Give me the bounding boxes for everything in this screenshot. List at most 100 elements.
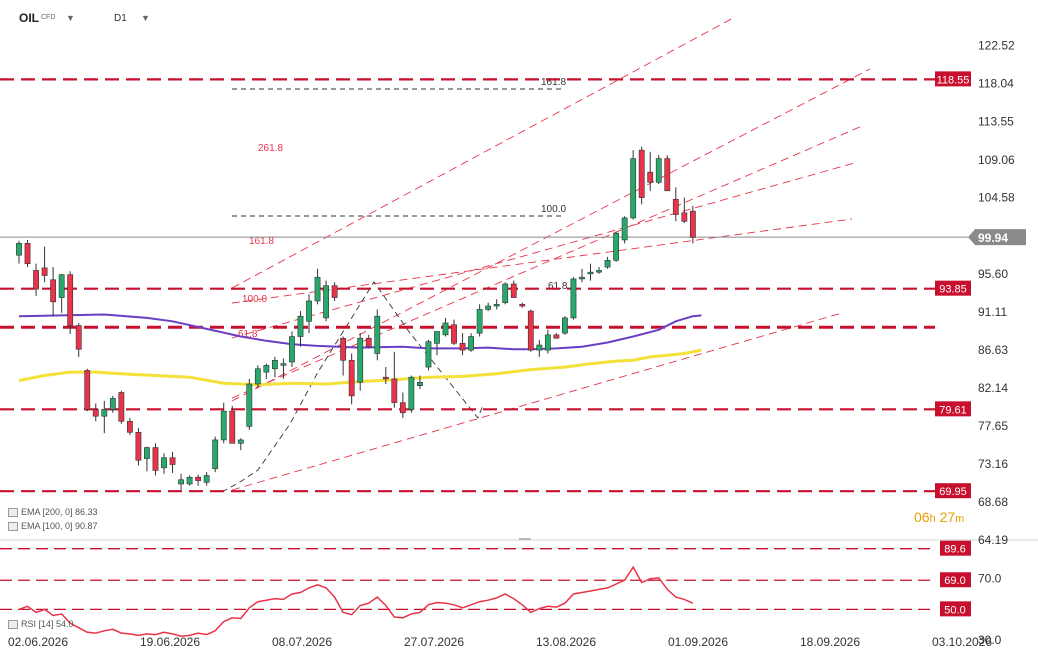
fib-channel-line [231, 16, 736, 289]
timer-hours: 06 [914, 509, 930, 525]
candle-bearish [519, 302, 526, 308]
x-tick-label: 02.06.2026 [8, 635, 68, 649]
fib-channel-line [231, 125, 863, 399]
candle-bullish [544, 329, 551, 354]
candle-body [536, 344, 543, 351]
symbol-label[interactable]: OIL [19, 11, 39, 25]
timer-minutes: 27 [939, 509, 956, 525]
candle-body [689, 210, 696, 238]
candle-bullish [271, 356, 278, 378]
candle-bullish [468, 333, 474, 352]
candle-bullish [178, 473, 184, 490]
candle-body [195, 476, 202, 481]
level-price-tag [935, 401, 971, 417]
y-tick-label: 118.04 [978, 77, 1014, 91]
candle-body [399, 402, 406, 414]
candle-body [527, 310, 534, 351]
candle-body [621, 217, 628, 241]
candle-bearish [451, 319, 457, 346]
rsi-y-tick-label: 70.0 [978, 572, 1002, 586]
candle-body [544, 334, 551, 351]
x-tick-label: 03.10.2026 [932, 635, 992, 649]
candle-bearish [84, 368, 91, 412]
legend-ema100[interactable]: EMA [100, 0] 90.87 [8, 521, 98, 532]
candle-body [135, 431, 142, 461]
settings-icon[interactable] [8, 522, 18, 532]
candle-bearish [331, 282, 338, 301]
candle-bearish [340, 336, 347, 376]
candle-bullish [323, 280, 329, 322]
level-price-tag-label: 118.55 [937, 74, 970, 86]
candle-body [331, 285, 338, 298]
candle-bullish [502, 282, 509, 305]
candle-body [442, 322, 449, 336]
candle-bearish [459, 333, 466, 356]
x-tick-label: 08.07.2026 [272, 635, 332, 649]
candle-bearish [510, 280, 517, 298]
candle-body [647, 171, 654, 183]
candle-bullish [186, 475, 193, 486]
level-price-tag-label: 69.95 [939, 486, 967, 498]
x-tick-label: 27.07.2026 [404, 635, 464, 649]
candle-body [374, 315, 381, 354]
level-price-tag [935, 483, 971, 499]
candle-body [613, 232, 619, 261]
candle-body [220, 410, 227, 441]
level-price-tag [935, 71, 971, 87]
y-tick-label: 104.58 [978, 191, 1015, 205]
candle-bullish [579, 268, 585, 283]
candle-body [476, 309, 483, 334]
timer-minutes-unit: m [955, 513, 965, 525]
fib-label: 61.8 [238, 329, 258, 340]
candle-body [493, 304, 500, 307]
candle-body [41, 267, 48, 276]
candle-bearish [169, 451, 176, 473]
candle-body [417, 382, 423, 386]
candle-body [596, 270, 602, 273]
candle-body [340, 337, 347, 361]
candle-body [459, 343, 466, 351]
candle-bullish [144, 446, 150, 472]
candle-body [314, 276, 321, 302]
candle-bearish [67, 271, 74, 335]
candle-bearish [553, 333, 560, 339]
candle-body [16, 243, 22, 256]
legend-ema200[interactable]: EMA [200, 0] 86.33 [8, 507, 98, 518]
y-tick-label: 86.63 [978, 343, 1008, 357]
symbol-type: CFD [41, 14, 56, 21]
candle-body [186, 476, 193, 485]
candle-body [468, 336, 474, 351]
candle-bullish [297, 311, 304, 347]
candle-body [92, 409, 99, 417]
y-tick-label: 95.60 [978, 267, 1008, 281]
fib-label: 100.0 [541, 204, 566, 215]
timeframe-dropdown-icon[interactable]: ▼ [141, 13, 150, 23]
candle-body [306, 300, 312, 322]
candle-body [579, 276, 585, 280]
legend-rsi[interactable]: RSI [14] 54.0 [8, 619, 74, 630]
y-tick-label: 109.06 [978, 153, 1015, 167]
level-price-tag-label: 93.85 [939, 284, 967, 296]
y-tick-label: 91.11 [978, 305, 1007, 319]
settings-icon[interactable] [8, 508, 18, 518]
candle-body [630, 158, 637, 219]
y-tick-label: 113.55 [978, 115, 1014, 129]
symbol-dropdown-icon[interactable]: ▼ [66, 13, 75, 23]
timeframe-label[interactable]: D1 [114, 13, 127, 24]
candle-body [348, 359, 355, 397]
candle-bearish [24, 239, 31, 268]
legend-ema200-text: EMA [200, 0] 86.33 [21, 507, 98, 517]
candle-body [169, 457, 176, 465]
candle-bullish [237, 438, 244, 451]
candle-bearish [664, 155, 671, 192]
candle-bearish [50, 267, 57, 317]
candle-body [144, 447, 150, 459]
rsi-level-tag [940, 601, 971, 617]
rsi-level-tag-label: 89.6 [944, 544, 965, 556]
candle-bearish [647, 151, 654, 191]
settings-icon[interactable] [8, 620, 18, 630]
candle-body [553, 334, 560, 339]
candle-bullish [109, 395, 116, 413]
